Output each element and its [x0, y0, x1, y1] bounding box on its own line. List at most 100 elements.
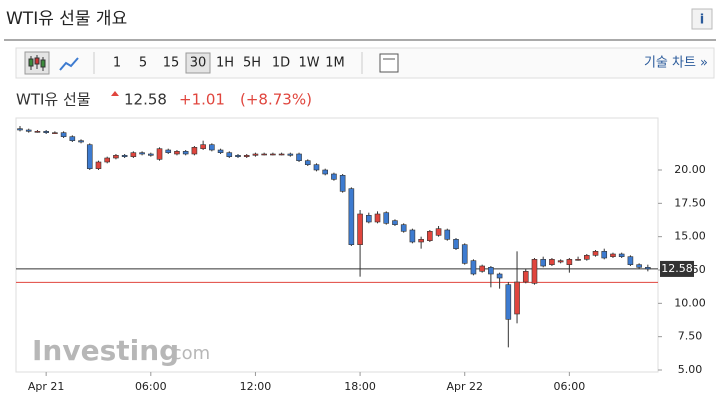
candle-body [522, 271, 529, 283]
quote-change-pct: (+8.73%) [240, 91, 312, 109]
candle-body [365, 215, 372, 223]
candle-body [270, 153, 276, 156]
y-tick-label: 7.50 [678, 330, 703, 343]
quote-change: +1.01 [179, 91, 225, 109]
candle-body [549, 259, 555, 265]
candle-body [296, 153, 302, 161]
candle-body [357, 213, 363, 245]
candle-body [400, 224, 407, 232]
candle-body [627, 256, 634, 265]
interval-button[interactable]: 5 [139, 56, 147, 71]
interval-button[interactable]: 30 [190, 56, 207, 71]
candle-body [592, 251, 599, 256]
candle-body [418, 239, 424, 243]
candle-body [52, 132, 58, 134]
candle-body [479, 265, 485, 272]
candle-body [104, 157, 110, 163]
y-tick-label: 20.00 [674, 163, 706, 176]
candle-body [488, 267, 494, 275]
y-tick-label: 5.00 [678, 363, 703, 376]
candle-body [636, 264, 642, 268]
technical-chart-link[interactable]: 기술 차트 » [644, 56, 708, 71]
candle-body [252, 153, 259, 156]
interval-button[interactable]: 1M [325, 56, 345, 71]
candle-body [575, 259, 581, 261]
candle-body [304, 160, 311, 165]
candle-body [601, 251, 608, 259]
candle-body [409, 229, 416, 243]
candle-body [69, 136, 76, 141]
candle-body [461, 244, 468, 264]
candle-body [95, 161, 102, 169]
candle-body [34, 131, 41, 133]
price-tag [660, 260, 694, 277]
candle-body [235, 155, 241, 157]
candle-icon [28, 55, 46, 71]
candle-body [217, 149, 224, 153]
candle-body [453, 239, 459, 249]
info-button[interactable] [691, 8, 713, 30]
candle-body [313, 164, 320, 171]
line-chart-button[interactable] [59, 57, 79, 71]
candle-body [243, 155, 250, 157]
candle-body [470, 260, 477, 275]
candle-body [226, 152, 233, 157]
candle-body [514, 281, 520, 315]
candle-body [278, 153, 285, 156]
candle-body [174, 151, 180, 155]
candle-body [156, 148, 163, 160]
candle-body [113, 155, 119, 159]
up-marker [111, 91, 119, 96]
interval-button[interactable]: 5H [243, 56, 261, 71]
watermark-brand: Investing [32, 334, 179, 367]
x-tick-label: 06:00 [554, 380, 586, 393]
interval-button[interactable]: 1D [272, 56, 290, 71]
candle-body [43, 131, 49, 133]
candle-body [505, 284, 512, 320]
candle-body [322, 169, 329, 175]
candle-body [557, 260, 564, 263]
x-tick-label: Apr 21 [28, 380, 65, 393]
quote-name: WTI유 선물 [16, 91, 91, 109]
plot-area [15, 117, 659, 373]
candle-body [496, 273, 503, 279]
candle-body [374, 213, 381, 223]
y-tick-label: 10.00 [674, 296, 706, 309]
candle-body [121, 155, 128, 157]
y-tick-label: 17.50 [674, 196, 706, 209]
panel-button[interactable] [379, 53, 399, 73]
widget-title: WTI유 선물 개요 [6, 9, 127, 29]
candle-body [645, 267, 651, 270]
candle-body [331, 173, 337, 180]
candle-body [209, 144, 215, 151]
candle-body [78, 140, 84, 143]
interval-button[interactable]: 1W [298, 56, 319, 71]
candle-body [583, 255, 590, 260]
candle-body [339, 175, 346, 192]
candle-body [148, 153, 154, 156]
interval-button[interactable]: 15 [163, 56, 180, 71]
candle-body [25, 129, 32, 132]
candle-body [392, 220, 398, 225]
candle-body [540, 259, 547, 267]
x-tick-label: Apr 22 [446, 380, 483, 393]
candle-body [182, 151, 189, 155]
candle-body [383, 212, 390, 224]
interval-button[interactable]: 1H [216, 56, 234, 71]
candle-body [531, 259, 538, 284]
interval-button[interactable]: 1 [113, 56, 121, 71]
watermark: Investing .com [32, 334, 210, 367]
candle-body [427, 231, 433, 241]
candle-body [86, 144, 93, 169]
candle-body [130, 152, 137, 157]
x-tick-label: 06:00 [135, 380, 167, 393]
x-tick-label: 12:00 [240, 380, 272, 393]
candle-body [200, 144, 206, 149]
x-tick-label: 18:00 [344, 380, 376, 393]
candle-body [139, 152, 145, 155]
candle-body [566, 259, 573, 265]
watermark-suffix: .com [166, 343, 210, 364]
candle-body [435, 228, 442, 236]
candle-body [618, 253, 625, 257]
